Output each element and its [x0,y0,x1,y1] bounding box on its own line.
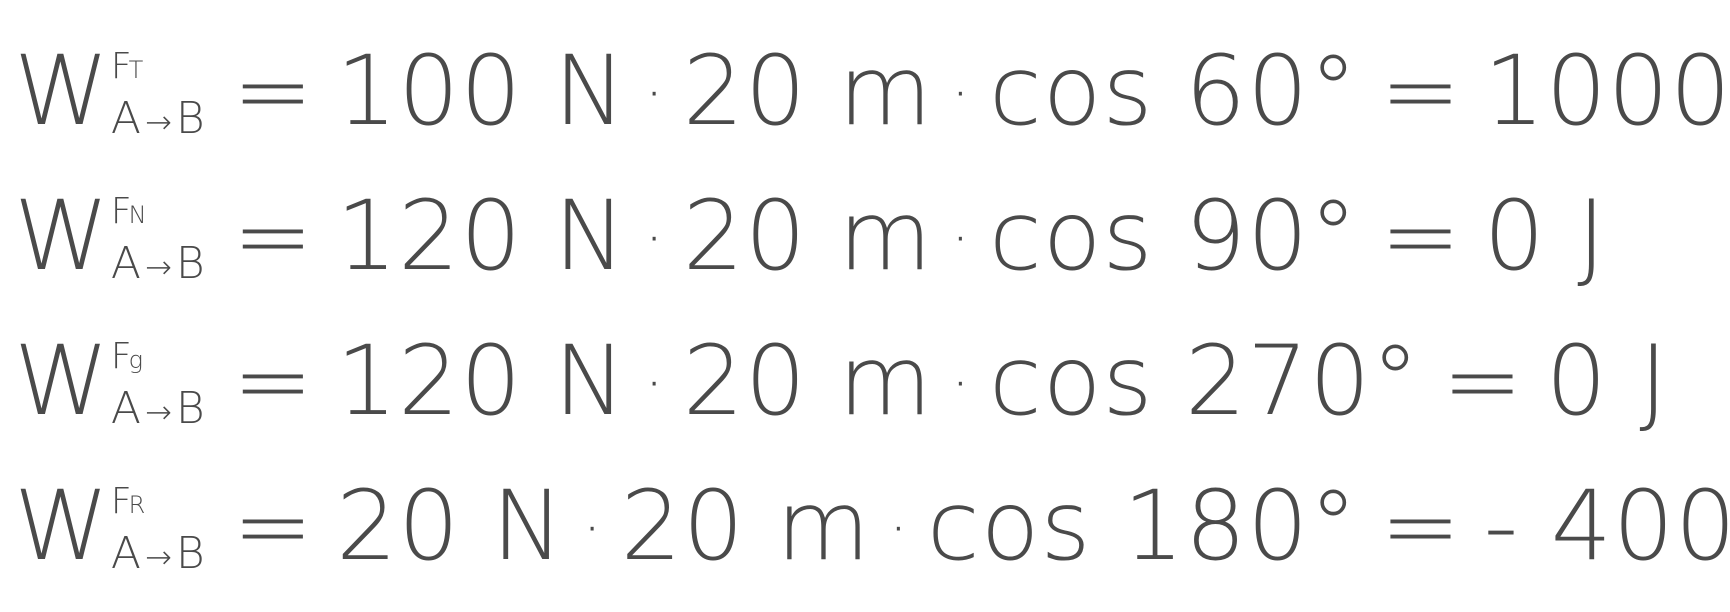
multiply-dot: · [888,493,909,564]
work-scripts: FN A →B [110,190,205,286]
equation-expression: =100 N·20 m·cos 60°=1000 J [233,43,1730,139]
path-label: A →B [111,386,205,431]
force-subscript: R [128,490,146,519]
work-result: 1000 J [1483,34,1730,147]
path-label: A →B [111,96,205,141]
force-letter: F [110,480,132,522]
equals-sign: = [1380,179,1462,292]
equals-sign: = [232,324,315,437]
distance-value: 20 m [682,34,933,147]
force-value: 120 N [336,324,627,437]
path-label: A →B [111,241,205,286]
distance-value: 20 m [682,179,933,292]
equals-sign: = [1442,324,1524,437]
path-from: A [110,92,142,144]
force-label: FR [110,480,205,522]
arrow-icon: → [145,247,172,286]
force-letter: F [110,45,132,87]
force-value: 100 N [336,34,627,147]
force-value: 120 N [336,179,627,292]
arrow-icon: → [145,537,172,576]
equals-sign: = [1380,469,1462,582]
work-symbol: W FN A →B [14,179,233,292]
equation-expression: = 120 N · 20 m · cos 90° = 0 J [233,188,1607,284]
force-subscript: g [128,345,144,374]
work-letter: W [14,34,109,147]
multiply-dot: · [644,348,665,419]
equation-expression: =20 N·20 m·cos 180°=- 400 J [233,478,1730,574]
multiply-dot: · [950,203,971,274]
force-label: FN [110,190,205,232]
distance-value: 20 m [682,324,933,437]
equation-row-normal: W FN A →B = 120 N · 20 m · cos 90° = 0 J [14,163,1714,308]
multiply-dot: · [950,58,971,129]
multiply-dot: · [644,203,665,274]
force-value: 20 N [336,469,565,582]
cosine-term: cos 180° [926,469,1359,582]
arrow-icon: → [145,392,172,431]
work-letter: W [14,324,109,437]
equation-expression: = 120 N · 20 m · cos 270° = 0 J [233,333,1669,429]
force-letter: F [110,190,132,232]
work-result: 0 J [1483,179,1607,292]
equals-sign: = [232,179,315,292]
path-from: A [110,382,142,434]
distance-value: 20 m [620,469,871,582]
work-symbol: W FR A →B [14,469,233,582]
cosine-term: cos 60° [989,34,1359,147]
equation-row-tension: W FT A→B =100 N·20 m·cos 60°=1000 J [14,18,1730,163]
force-subscript: T [128,55,144,84]
path-label: A →B [111,531,205,576]
path-from: A [110,527,142,579]
force-label: FT [110,45,205,87]
cosine-term: cos 270° [989,324,1421,437]
multiply-dot: · [950,348,971,419]
equals-sign: = [232,469,315,582]
multiply-dot: · [644,58,665,129]
path-from: A [110,237,142,289]
force-letter: F [110,335,132,377]
path-to: B [175,527,205,579]
force-subscript: N [128,200,147,229]
work-scripts: Fg A →B [110,335,205,431]
path-to: B [175,382,205,434]
work-result: 0 J [1545,324,1669,437]
work-symbol: W Fg A →B [14,324,233,437]
work-scripts: FR A →B [110,480,205,576]
equals-sign: = [232,34,315,147]
path-to: B [175,92,205,144]
work-letter: W [14,469,109,582]
multiply-dot: · [582,493,603,564]
path-to: B [175,237,205,289]
force-label: Fg [110,335,205,377]
equation-list: W FT A→B =100 N·20 m·cos 60°=1000 J W FN… [14,18,1730,598]
work-symbol: W FT A →B [14,34,233,147]
equals-sign: = [1380,34,1462,147]
work-result: - 400 J [1483,469,1730,582]
arrow-icon: → [145,102,172,141]
work-scripts: FT A →B [110,45,205,141]
equation-row-gravity: W Fg A →B = 120 N · 20 m · cos 270° = 0 J [14,308,1714,453]
work-letter: W [14,179,109,292]
cosine-term: cos 90° [989,179,1359,292]
equation-row-friction: W FR A→B =20 N·20 m·cos 180°=- 400 J [14,453,1730,598]
